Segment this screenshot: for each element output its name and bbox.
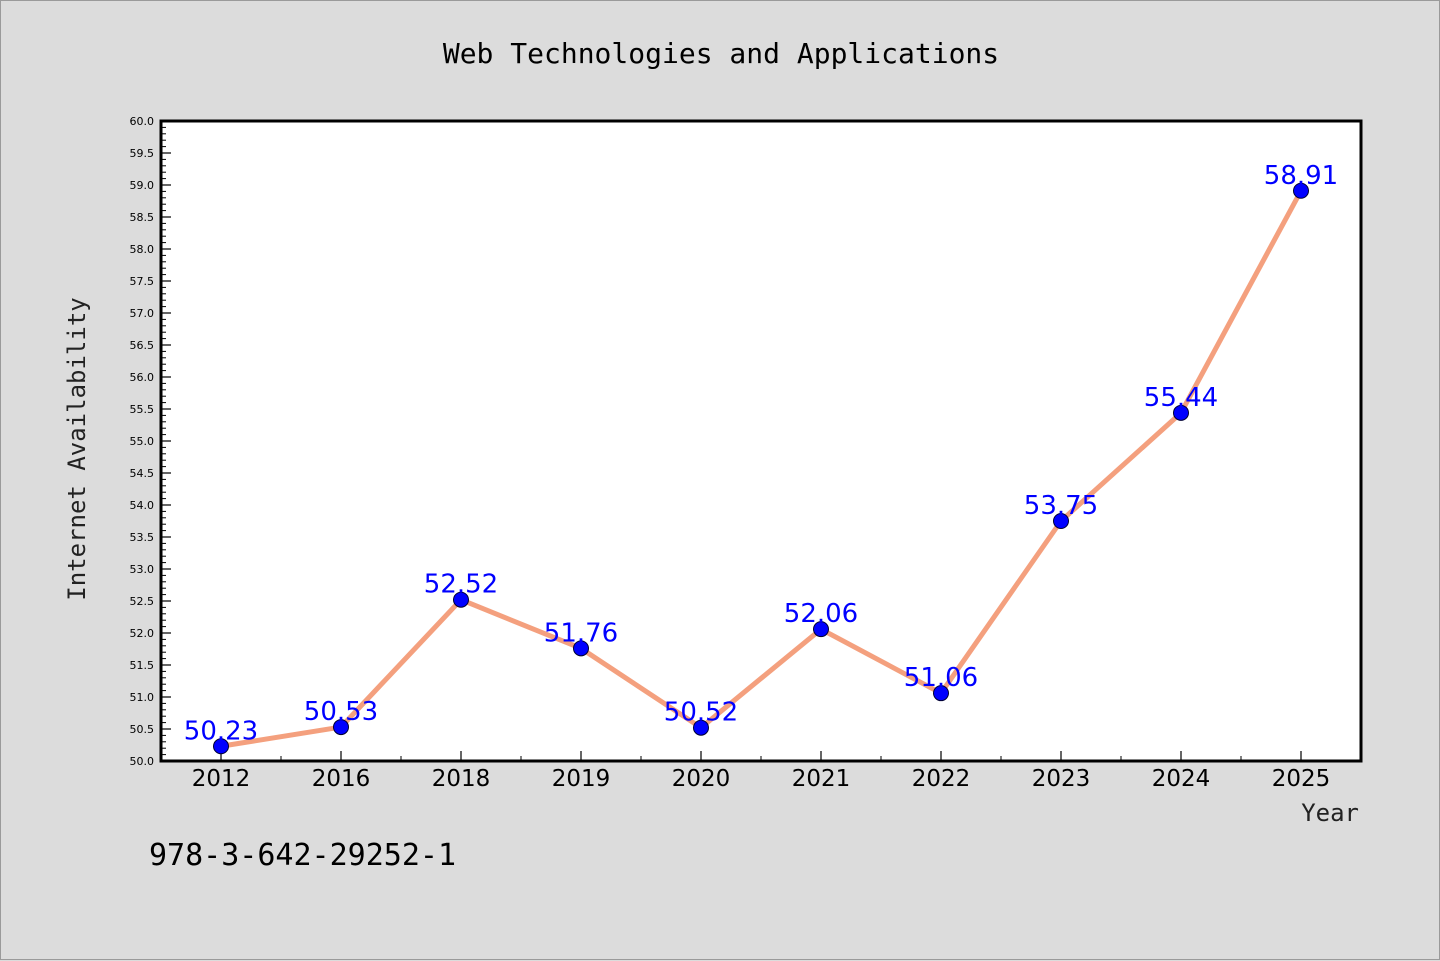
y-tick-label: 58.5 (130, 211, 155, 224)
x-tick-label: 2019 (552, 766, 611, 792)
x-tick-label: 2018 (432, 766, 491, 792)
data-labels: 50.23 50.53 52.52 51.76 50.52 52.06 51.06 53.75… (184, 161, 1338, 747)
data-label: 51.06 (904, 663, 978, 693)
plot-frame (159, 119, 1363, 763)
y-tick-label: 59.5 (130, 147, 155, 160)
data-label: 50.23 (184, 716, 258, 746)
data-point (813, 621, 829, 638)
y-tick-label: 54.5 (130, 467, 155, 480)
series-line (218, 188, 1304, 749)
y-tick-label: 53.0 (130, 563, 155, 576)
data-point (453, 591, 469, 608)
data-label: 52.06 (784, 599, 858, 629)
data-point (1173, 404, 1189, 421)
y-tick-label: 50.0 (130, 755, 155, 768)
y-tick-label: 55.5 (130, 403, 155, 416)
y-tick-label: 56.0 (130, 371, 155, 384)
y-tick-label: 52.0 (130, 627, 155, 640)
data-label: 58.91 (1264, 161, 1338, 191)
y-tick-label: 57.0 (130, 307, 155, 320)
x-tick-label: 2021 (792, 766, 851, 792)
data-point (1053, 513, 1069, 529)
data-point (693, 719, 709, 736)
data-point (213, 738, 229, 755)
y-tick-label: 56.5 (130, 339, 155, 352)
data-label: 50.53 (304, 697, 378, 727)
x-axis: 2012 2016 2018 2019 2020 2021 2022 2023 2024 2025 (160, 751, 1362, 792)
data-markers (213, 182, 1309, 755)
y-tick-label: 55.0 (130, 435, 155, 448)
y-tick-label: 51.0 (130, 691, 155, 704)
x-tick-label: 2023 (1032, 766, 1091, 792)
footer-isbn-text: 978-3-642-29252-1 (149, 838, 456, 873)
y-tick-label: 54.0 (130, 499, 155, 512)
y-tick-label: 57.5 (130, 275, 155, 288)
y-tick-label: 50.5 (130, 723, 155, 736)
data-label: 52.52 (424, 570, 498, 600)
y-tick-label: 60.0 (130, 115, 155, 128)
x-tick-label: 2025 (1272, 766, 1331, 792)
y-tick-label: 58.0 (130, 243, 155, 256)
data-label: 55.44 (1144, 383, 1218, 413)
chart-title: Web Technologies and Applications (443, 37, 999, 70)
y-tick-label: 51.5 (130, 659, 155, 672)
data-point (333, 719, 349, 736)
data-point (573, 640, 589, 657)
y-tick-label: 59.0 (130, 179, 155, 192)
data-label: 50.52 (664, 698, 738, 728)
x-tick-label: 2022 (912, 766, 971, 792)
data-label: 51.76 (544, 618, 618, 648)
x-tick-label: 2020 (672, 766, 731, 792)
plot-area (161, 121, 1361, 761)
y-tick-label: 52.5 (130, 595, 155, 608)
data-point (1293, 182, 1309, 199)
data-label: 53.75 (1024, 491, 1098, 521)
data-point (933, 685, 949, 702)
x-tick-label: 2024 (1152, 766, 1211, 792)
x-tick-label: 2016 (312, 766, 371, 792)
y-axis-label: Internet Availability (63, 297, 91, 600)
x-axis-label: Year (1301, 799, 1359, 827)
y-tick-label: 53.5 (130, 531, 155, 544)
x-tick-label: 2012 (192, 766, 251, 792)
